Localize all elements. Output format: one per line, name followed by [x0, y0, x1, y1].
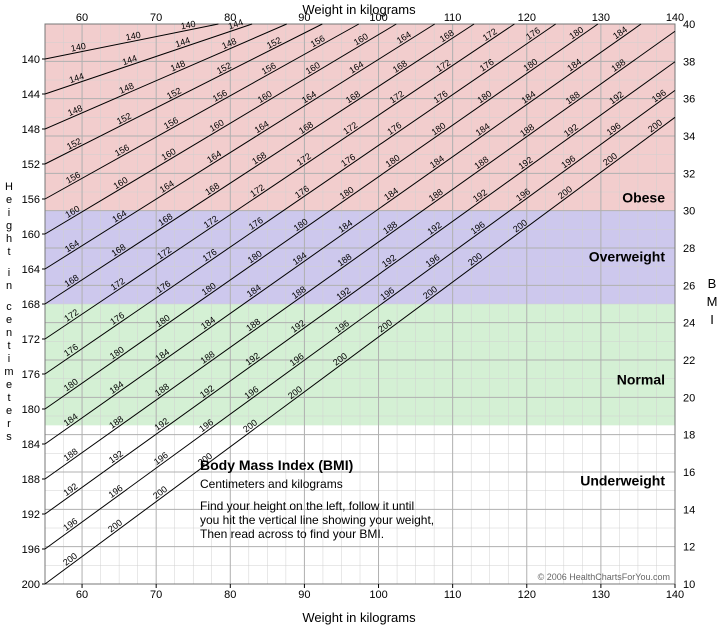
bmi-tick: 26 [683, 280, 695, 292]
height-tick: 192 [22, 509, 40, 521]
height-tick: 144 [22, 89, 40, 101]
svg-text:i: i [8, 353, 10, 365]
x-tick-top: 70 [150, 12, 162, 24]
bmi-tick: 36 [683, 94, 695, 106]
svg-text:I: I [710, 312, 714, 327]
x-tick-bottom: 140 [666, 589, 684, 601]
x-tick-top: 140 [666, 12, 684, 24]
svg-text:n: n [6, 327, 12, 339]
height-tick: 156 [22, 194, 40, 206]
svg-text:h: h [6, 233, 12, 245]
x-tick-bottom: 70 [150, 589, 162, 601]
svg-text:m: m [4, 366, 13, 378]
info-body-2: you hit the vertical line showing your w… [200, 513, 434, 527]
svg-text:i: i [8, 267, 10, 279]
svg-text:e: e [6, 314, 12, 326]
height-tick: 196 [22, 544, 40, 556]
category-label: Underweight [580, 472, 665, 488]
copyright: © 2006 HealthChartsForYou.com [538, 572, 670, 582]
svg-text:s: s [6, 431, 12, 443]
bmi-tick: 22 [683, 355, 695, 367]
bmi-tick: 12 [683, 542, 695, 554]
bmi-tick: 28 [683, 243, 695, 255]
category-label: Normal [617, 372, 665, 388]
info-subtitle: Centimeters and kilograms [200, 477, 343, 491]
x-tick-bottom: 130 [592, 589, 610, 601]
svg-text:r: r [7, 418, 11, 430]
x-tick-bottom: 110 [444, 589, 462, 601]
svg-text:H: H [5, 181, 13, 193]
svg-text:t: t [7, 340, 10, 352]
svg-text:e: e [6, 194, 12, 206]
x-tick-bottom: 90 [298, 589, 310, 601]
x-tick-top: 110 [444, 12, 462, 24]
x-tick-top: 120 [518, 12, 536, 24]
x-tick-top: 60 [76, 12, 88, 24]
x-axis-title-bottom: Weight in kilograms [302, 610, 416, 625]
bmi-tick: 40 [683, 19, 695, 31]
svg-text:M: M [707, 294, 718, 309]
bmi-tick: 16 [683, 467, 695, 479]
height-tick: 180 [22, 404, 40, 416]
info-title: Body Mass Index (BMI) [200, 457, 353, 473]
height-tick: 176 [22, 369, 40, 381]
height-tick: 164 [22, 264, 40, 276]
svg-text:g: g [6, 220, 12, 232]
svg-text:c: c [6, 301, 12, 313]
bmi-tick: 38 [683, 56, 695, 68]
x-tick-bottom: 80 [224, 589, 236, 601]
height-tick: 200 [22, 579, 40, 591]
info-body-3: Then read across to find your BMI. [200, 527, 384, 541]
y-axis-title-left: Height in centimeters [4, 181, 13, 443]
height-tick: 188 [22, 474, 40, 486]
info-body-1: Find your height on the left, follow it … [200, 499, 414, 513]
height-tick: 148 [22, 124, 40, 136]
x-tick-bottom: 120 [518, 589, 536, 601]
bmi-tick: 34 [683, 131, 695, 143]
height-tick: 172 [22, 334, 40, 346]
svg-text:B: B [708, 276, 717, 291]
x-tick-top: 130 [592, 12, 610, 24]
height-tick: 152 [22, 159, 40, 171]
height-tick: 168 [22, 299, 40, 311]
x-tick-bottom: 60 [76, 589, 88, 601]
svg-text:e: e [6, 379, 12, 391]
x-tick-bottom: 100 [369, 589, 387, 601]
y-axis-title-right: BMI [707, 276, 718, 327]
bmi-tick: 32 [683, 168, 695, 180]
bmi-tick: 14 [683, 504, 695, 516]
height-tick: 140 [22, 54, 40, 66]
svg-text:t: t [7, 392, 10, 404]
height-tick: 184 [22, 439, 40, 451]
bmi-tick: 20 [683, 392, 695, 404]
category-label: Obese [622, 190, 665, 206]
svg-text:e: e [6, 405, 12, 417]
bmi-tick: 10 [683, 579, 695, 591]
svg-text:n: n [6, 280, 12, 292]
height-tick: 160 [22, 229, 40, 241]
x-axis-title-top: Weight in kilograms [302, 2, 416, 17]
svg-text:t: t [7, 246, 10, 258]
bmi-tick: 30 [683, 206, 695, 218]
category-label: Overweight [589, 248, 666, 264]
svg-text:i: i [8, 207, 10, 219]
bmi-tick: 18 [683, 430, 695, 442]
bmi-tick: 24 [683, 318, 695, 330]
